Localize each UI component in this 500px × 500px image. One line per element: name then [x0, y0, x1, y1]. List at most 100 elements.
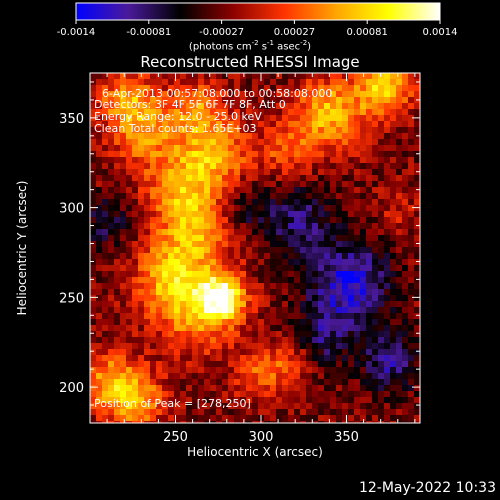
- image-pixel: [408, 247, 414, 253]
- image-pixel: [294, 121, 300, 127]
- image-pixel: [96, 307, 102, 313]
- image-pixel: [174, 343, 180, 349]
- image-pixel: [408, 277, 414, 283]
- image-pixel: [348, 109, 354, 115]
- image-pixel: [258, 307, 264, 313]
- image-pixel: [276, 301, 282, 307]
- image-pixel: [156, 379, 162, 385]
- image-pixel: [294, 379, 300, 385]
- image-pixel: [90, 85, 96, 91]
- image-pixel: [318, 343, 324, 349]
- image-pixel: [216, 271, 222, 277]
- image-pixel: [330, 91, 336, 97]
- image-pixel: [228, 343, 234, 349]
- image-pixel: [384, 385, 390, 391]
- image-pixel: [162, 223, 168, 229]
- image-pixel: [114, 397, 120, 403]
- image-pixel: [300, 109, 306, 115]
- image-pixel: [414, 121, 420, 127]
- image-pixel: [330, 397, 336, 403]
- image-pixel: [270, 133, 276, 139]
- image-pixel: [288, 385, 294, 391]
- image-pixel: [324, 205, 330, 211]
- image-pixel: [336, 229, 342, 235]
- image-pixel: [306, 313, 312, 319]
- image-pixel: [384, 121, 390, 127]
- image-pixel: [270, 217, 276, 223]
- image-pixel: [204, 361, 210, 367]
- image-pixel: [90, 367, 96, 373]
- image-pixel: [378, 199, 384, 205]
- image-pixel: [264, 193, 270, 199]
- image-pixel: [126, 223, 132, 229]
- image-pixel: [390, 163, 396, 169]
- image-pixel: [120, 319, 126, 325]
- image-pixel: [246, 373, 252, 379]
- image-pixel: [216, 403, 222, 409]
- image-pixel: [234, 133, 240, 139]
- image-pixel: [132, 169, 138, 175]
- image-pixel: [222, 181, 228, 187]
- image-pixel: [294, 289, 300, 295]
- image-pixel: [168, 379, 174, 385]
- image-pixel: [132, 253, 138, 259]
- image-pixel: [150, 379, 156, 385]
- image-pixel: [132, 301, 138, 307]
- image-pixel: [150, 205, 156, 211]
- image-pixel: [198, 205, 204, 211]
- image-pixel: [402, 139, 408, 145]
- image-pixel: [246, 175, 252, 181]
- image-pixel: [114, 157, 120, 163]
- image-pixel: [198, 349, 204, 355]
- image-pixel: [174, 295, 180, 301]
- image-pixel: [144, 295, 150, 301]
- image-pixel: [306, 217, 312, 223]
- image-pixel: [180, 199, 186, 205]
- image-pixel: [168, 193, 174, 199]
- image-pixel: [414, 319, 420, 325]
- image-pixel: [246, 319, 252, 325]
- image-pixel: [168, 361, 174, 367]
- image-pixel: [186, 313, 192, 319]
- image-pixel: [156, 139, 162, 145]
- image-pixel: [162, 97, 168, 103]
- image-pixel: [372, 379, 378, 385]
- image-pixel: [198, 241, 204, 247]
- image-pixel: [150, 319, 156, 325]
- image-pixel: [216, 421, 222, 423]
- image-pixel: [372, 145, 378, 151]
- image-pixel: [336, 103, 342, 109]
- image-pixel: [390, 127, 396, 133]
- image-pixel: [108, 157, 114, 163]
- image-pixel: [156, 397, 162, 403]
- image-pixel: [288, 271, 294, 277]
- image-pixel: [288, 211, 294, 217]
- image-pixel: [252, 325, 258, 331]
- image-pixel: [396, 211, 402, 217]
- image-pixel: [90, 325, 96, 331]
- image-pixel: [324, 361, 330, 367]
- image-pixel: [366, 325, 372, 331]
- image-pixel: [402, 409, 408, 415]
- image-pixel: [288, 409, 294, 415]
- image-pixel: [174, 235, 180, 241]
- image-pixel: [222, 157, 228, 163]
- image-pixel: [396, 367, 402, 373]
- image-pixel: [354, 277, 360, 283]
- image-pixel: [114, 295, 120, 301]
- image-pixel: [348, 163, 354, 169]
- image-pixel: [108, 253, 114, 259]
- image-pixel: [270, 283, 276, 289]
- image-pixel: [174, 211, 180, 217]
- image-pixel: [198, 121, 204, 127]
- image-pixel: [174, 265, 180, 271]
- image-pixel: [312, 277, 318, 283]
- image-pixel: [372, 109, 378, 115]
- image-pixel: [306, 157, 312, 163]
- image-pixel: [300, 97, 306, 103]
- image-pixel: [402, 397, 408, 403]
- image-pixel: [336, 367, 342, 373]
- image-pixel: [354, 325, 360, 331]
- image-pixel: [102, 415, 108, 421]
- image-pixel: [318, 349, 324, 355]
